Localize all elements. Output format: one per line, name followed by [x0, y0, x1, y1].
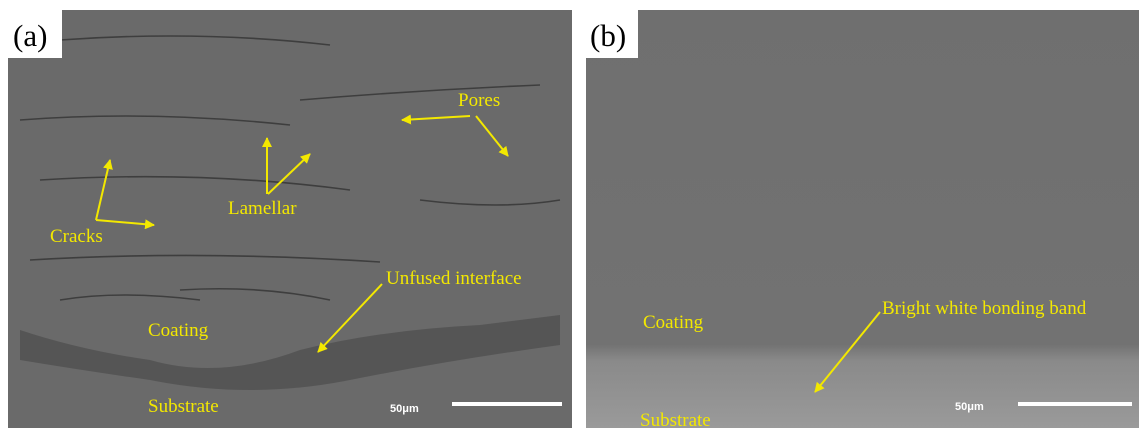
- scale-label: 50μm: [390, 403, 419, 415]
- annotation: Coating: [148, 320, 209, 341]
- figure: (a) Pores Lamellar Cracks Unfused interf…: [0, 0, 1139, 428]
- annotation: Pores: [458, 90, 500, 111]
- annotation: Unfused interface: [386, 268, 522, 289]
- page: {"panels": [ {"label": "(a)", "annotatio…: [0, 0, 1139, 428]
- annotation: Lamellar: [228, 198, 297, 219]
- scale-label: 50μm: [955, 401, 984, 413]
- annotation: Substrate: [148, 396, 219, 417]
- panel-b: (b) Coating Bright white bonding band Su…: [586, 10, 1139, 428]
- panel-a: (a) Pores Lamellar Cracks Unfused interf…: [8, 10, 572, 428]
- annotation: Substrate: [640, 410, 711, 428]
- panel-label: (a): [13, 18, 47, 53]
- micrograph: [586, 10, 1139, 428]
- panel-label: (b): [590, 18, 626, 53]
- annotation: Coating: [643, 312, 704, 333]
- annotation: Cracks: [50, 226, 103, 247]
- annotation: Bright white bonding band: [882, 298, 1087, 319]
